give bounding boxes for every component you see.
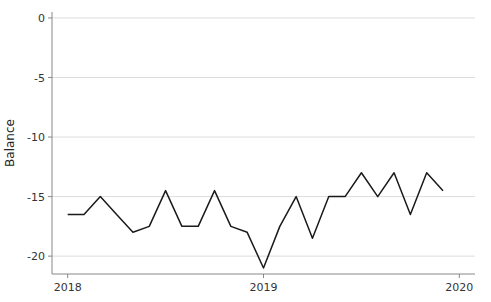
y-tick-label: -10 [27,131,45,144]
x-tick-label: 2020 [445,281,473,294]
chart: 0 -5 -10 -15 -20 2018 2019 2020 Balance [0,0,491,302]
y-tick-label: -15 [27,191,45,204]
grid-line [52,17,475,18]
x-tick-label: 2019 [250,281,278,294]
y-axis-line [52,12,53,274]
data-line [68,173,443,268]
grid-line [52,137,475,138]
grid-line [52,196,475,197]
x-tick [459,274,460,278]
grid-line [52,256,475,257]
x-tick [67,274,68,278]
y-tick-label: -20 [27,250,45,263]
background [0,0,491,302]
x-tick [263,274,264,278]
grid-line [52,77,475,78]
y-tick-label: -5 [34,72,45,85]
axes: 0 -5 -10 -15 -20 2018 2019 2020 [27,12,475,294]
plot-area [68,173,443,268]
grid [52,18,475,256]
y-tick [48,196,52,197]
y-tick [48,256,52,257]
y-tick-label: 0 [38,12,45,25]
y-axis-label: Balance [3,119,17,167]
x-tick-label: 2018 [54,281,82,294]
y-tick [48,137,52,138]
y-tick [48,77,52,78]
y-tick [48,17,52,18]
chart-container: 0 -5 -10 -15 -20 2018 2019 2020 Balance [0,0,491,302]
